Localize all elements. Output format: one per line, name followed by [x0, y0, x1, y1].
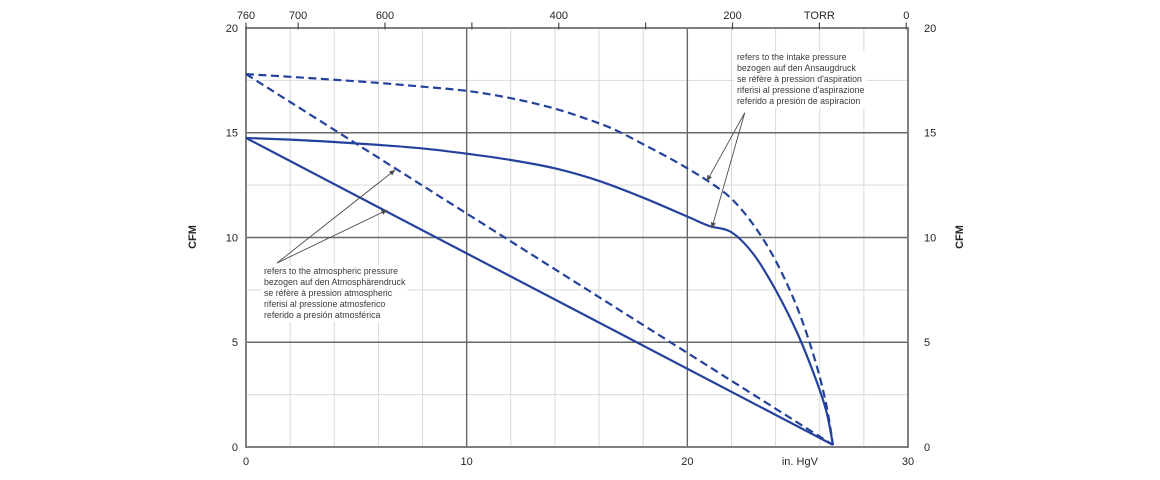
annotation-line: se réfère à pression d'aspiration — [737, 74, 862, 84]
annotation-line: se réfère à pression atmospheric — [264, 288, 393, 298]
annotation-line: riferisi al pressione d'aspirazione — [737, 85, 865, 95]
axis-label: 5 — [232, 337, 238, 349]
axis-label: 400 — [550, 10, 568, 22]
annotation-line: referido a presión de aspiracion — [737, 96, 861, 106]
axis-label: 0 — [924, 442, 930, 454]
axis-label: CFM — [187, 225, 199, 249]
annotation-line: refers to the intake pressure — [737, 52, 847, 62]
axis-label: 0 — [232, 442, 238, 454]
axis-label: in. HgV — [782, 456, 819, 468]
leader-line — [276, 209, 388, 264]
axis-label: 700 — [289, 10, 307, 22]
leader-line — [706, 112, 746, 182]
axis-label: 10 — [461, 456, 473, 468]
annotation-line: referido a presión atmosférica — [264, 310, 381, 320]
top-axis-ticks — [245, 22, 907, 30]
grid-major — [246, 28, 908, 447]
leader-line — [710, 112, 746, 229]
annotation-line: bezogen auf den Ansaugdruck — [737, 63, 856, 73]
axis-label: 10 — [226, 232, 238, 244]
curve-intake-pressure-solid — [245, 136, 835, 446]
curve-atmospheric-pressure-dashed — [245, 73, 834, 446]
plot-border — [245, 27, 909, 448]
curve-atmospheric-pressure-solid — [245, 137, 834, 446]
axis-label: TORR — [804, 10, 835, 22]
axis-label: 0 — [903, 10, 909, 22]
axis-label: 0 — [243, 456, 249, 468]
axis-label: 5 — [924, 337, 930, 349]
axis-label: 200 — [723, 10, 741, 22]
leader-line — [276, 169, 396, 264]
annotation-atmospheric-pressure: refers to the atmospheric pressure bezog… — [261, 265, 409, 322]
axis-label: 20 — [924, 23, 936, 35]
axis-label: 15 — [924, 128, 936, 140]
axis-label: 30 — [902, 456, 914, 468]
axis-label: 20 — [226, 23, 238, 35]
axis-label: 10 — [924, 232, 936, 244]
axis-label: 760 — [237, 10, 255, 22]
axis-label: 20 — [681, 456, 693, 468]
annotation-leaders — [276, 112, 746, 264]
axis-label: 15 — [226, 128, 238, 140]
curves — [245, 72, 835, 446]
curve-intake-pressure-dashed — [245, 72, 835, 446]
annotation-line: riferisi al pressione atmosferico — [264, 299, 386, 309]
axis-label: CFM — [954, 225, 966, 249]
annotation-line: bezogen auf den Atmosphärendruck — [264, 277, 406, 287]
axis-label: 600 — [376, 10, 394, 22]
annotation-line: refers to the atmospheric pressure — [264, 266, 398, 276]
plot-frame — [245, 27, 909, 448]
annotation-intake-pressure: refers to the intake pressure bezogen au… — [734, 51, 868, 108]
